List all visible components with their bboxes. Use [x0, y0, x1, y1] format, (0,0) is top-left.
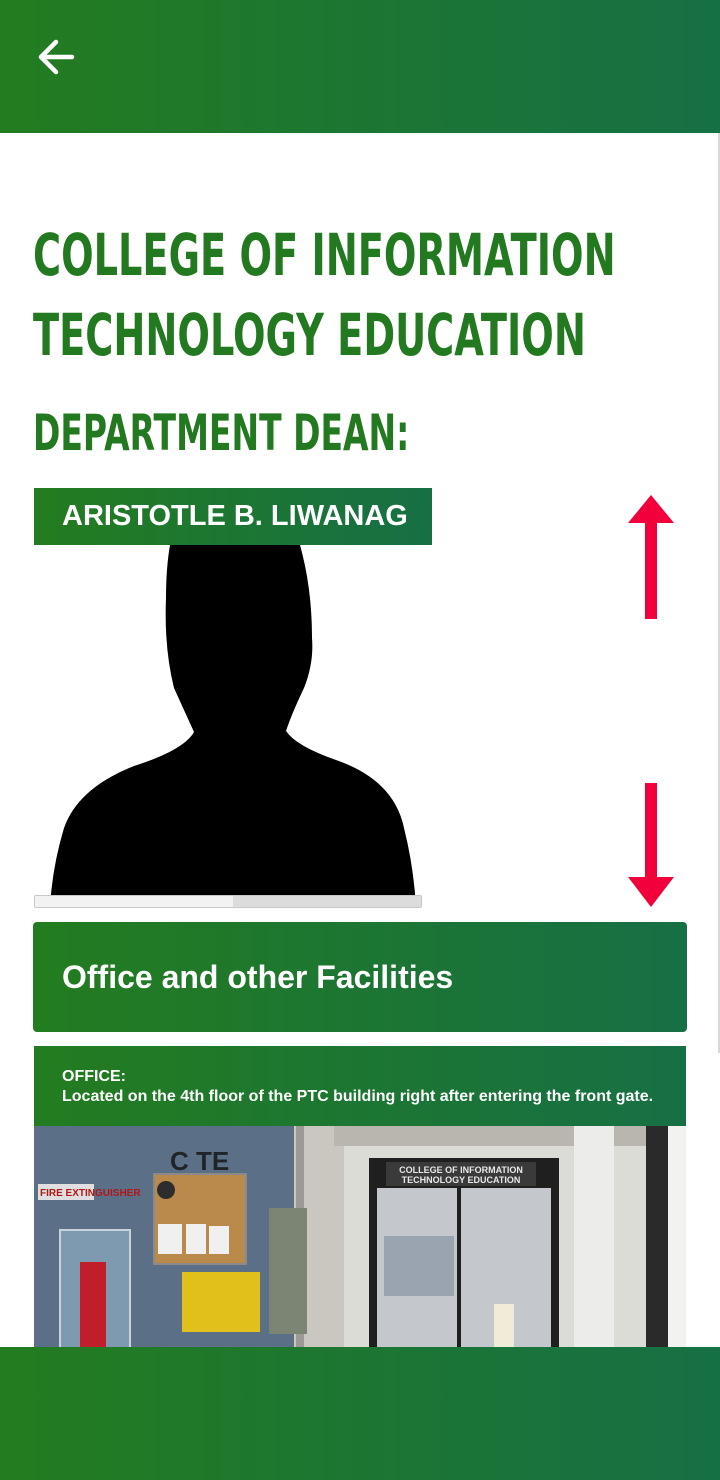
office-info: OFFICE: Located on the 4th floor of the … — [34, 1046, 686, 1126]
office-photo: COLLEGE OF INFORMATION TECHNOLOGY EDUCAT… — [34, 1126, 686, 1347]
office-description: Located on the 4th floor of the PTC buil… — [62, 1088, 654, 1105]
app-footer — [0, 1347, 720, 1480]
arrow-left-icon[interactable] — [30, 30, 84, 84]
scroll-content[interactable]: COLLEGE OF INFORMATION TECHNOLOGY EDUCAT… — [0, 133, 720, 1347]
photo-extinguisher-label: FIRE EXTINGUISHER — [40, 1188, 141, 1199]
dean-name-label: ARISTOTLE B. LIWANAG — [34, 488, 432, 545]
facilities-heading: Office and other Facilities — [33, 922, 687, 1032]
dean-carousel-scrollbar[interactable] — [34, 895, 422, 908]
red-arrow-down-icon — [628, 783, 674, 907]
office-label: OFFICE: — [62, 1068, 126, 1085]
photo-wall-letters: C TE — [170, 1146, 229, 1176]
page-title: COLLEGE OF INFORMATION TECHNOLOGY EDUCAT… — [33, 221, 616, 369]
red-arrow-up-icon — [628, 495, 674, 619]
office-card: OFFICE: Located on the 4th floor of the … — [34, 1046, 686, 1347]
photo-sign-line1: COLLEGE OF INFORMATION — [399, 1165, 523, 1175]
app-header — [0, 0, 720, 133]
scrollbar-thumb[interactable] — [35, 896, 233, 907]
dean-carousel[interactable]: ARISTOTLE B. LIWANAG — [34, 488, 432, 908]
page-scrollbar[interactable] — [718, 133, 720, 1053]
photo-sign-line2: TECHNOLOGY EDUCATION — [402, 1175, 521, 1185]
dean-heading: DEPARTMENT DEAN: — [33, 404, 410, 462]
person-silhouette-icon — [50, 545, 416, 908]
